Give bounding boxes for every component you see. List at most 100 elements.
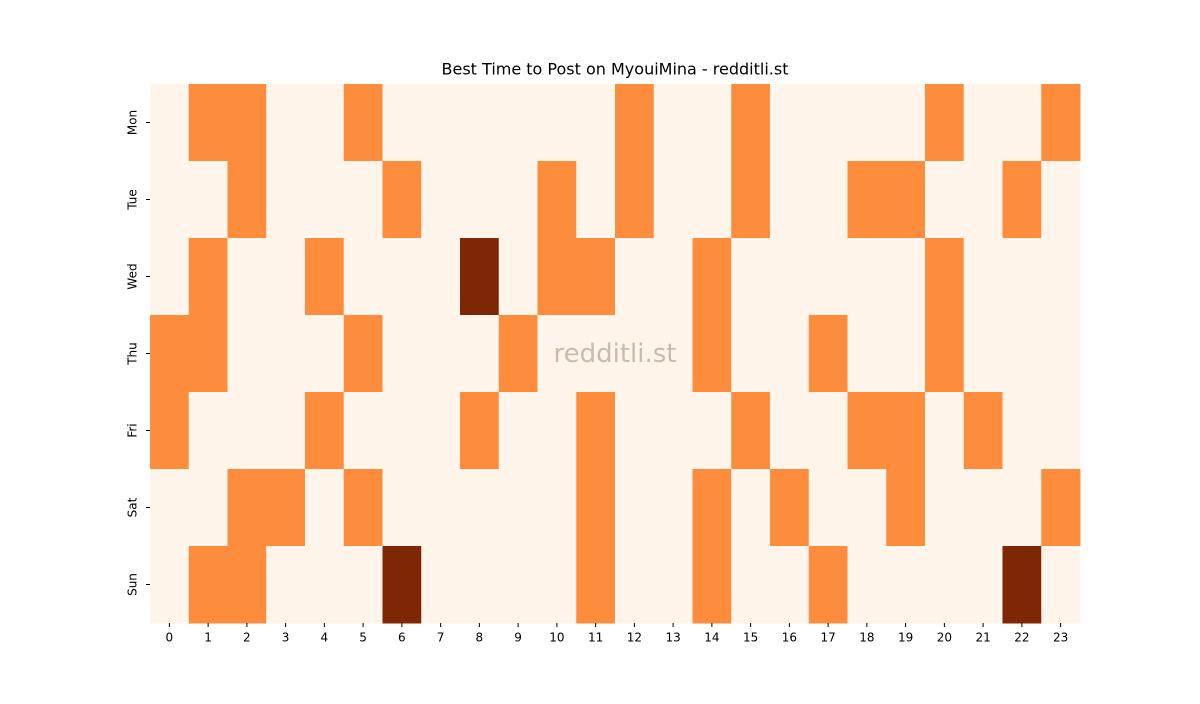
- heat-cell: [421, 546, 461, 624]
- heat-cell: [537, 84, 577, 162]
- heat-cell: [498, 84, 538, 162]
- heat-cell: [808, 161, 848, 239]
- heat-cell: [460, 238, 500, 316]
- heat-cell: [1041, 392, 1081, 470]
- heat-cell: [886, 546, 926, 624]
- heat-cell: [188, 315, 228, 393]
- x-tick-label: 18: [859, 631, 874, 645]
- y-tick-label: Tue: [126, 189, 140, 211]
- x-tick-label: 13: [665, 631, 680, 645]
- heat-cell: [227, 238, 267, 316]
- heat-cell: [266, 392, 306, 470]
- chart-title: Best Time to Post on MyouiMina - redditl…: [442, 60, 789, 79]
- heat-cell: [266, 546, 306, 624]
- heat-cell: [692, 84, 732, 162]
- heat-cell: [731, 238, 771, 316]
- heat-cell: [731, 546, 771, 624]
- heat-cell: [808, 238, 848, 316]
- heat-cell: [227, 469, 267, 547]
- heat-cell: [692, 315, 732, 393]
- heat-cell: [382, 315, 422, 393]
- heat-cell: [150, 315, 190, 393]
- heat-cell: [498, 238, 538, 316]
- heat-cell: [382, 238, 422, 316]
- heat-cell: [498, 392, 538, 470]
- heat-cell: [382, 161, 422, 239]
- heat-cell: [576, 84, 616, 162]
- x-tick-label: 20: [937, 631, 952, 645]
- heat-cell: [537, 315, 577, 393]
- heat-cell: [382, 469, 422, 547]
- heat-cell: [576, 546, 616, 624]
- heat-cell: [692, 469, 732, 547]
- heat-cell: [576, 315, 616, 393]
- heat-cell: [343, 238, 383, 316]
- heat-cell: [653, 315, 693, 393]
- heat-cell: [305, 84, 345, 162]
- heat-cell: [537, 238, 577, 316]
- heat-cell: [886, 161, 926, 239]
- heat-cell: [615, 546, 655, 624]
- heat-cell: [421, 392, 461, 470]
- heat-cell: [808, 392, 848, 470]
- heat-cell: [305, 546, 345, 624]
- heat-cell: [227, 315, 267, 393]
- x-tick-label: 23: [1053, 631, 1068, 645]
- heat-cell: [886, 84, 926, 162]
- heat-cell: [847, 469, 887, 547]
- heat-cell: [421, 238, 461, 316]
- heat-cell: [1002, 315, 1042, 393]
- heat-cell: [1041, 546, 1081, 624]
- heat-cell: [305, 161, 345, 239]
- y-tick-label: Mon: [126, 110, 140, 135]
- heat-cell: [227, 161, 267, 239]
- heat-cell: [1002, 392, 1042, 470]
- x-tick-label: 4: [321, 631, 329, 645]
- x-tick-label: 16: [782, 631, 797, 645]
- heat-cell: [653, 238, 693, 316]
- heat-cell: [692, 161, 732, 239]
- heat-cell: [770, 469, 810, 547]
- heat-cell: [460, 161, 500, 239]
- heat-cell: [963, 161, 1003, 239]
- heat-cell: [653, 546, 693, 624]
- heat-cell: [770, 546, 810, 624]
- x-tick-label: 11: [588, 631, 603, 645]
- heat-cell: [150, 238, 190, 316]
- heat-cell: [227, 392, 267, 470]
- heat-cell: [925, 392, 965, 470]
- heat-cell: [227, 84, 267, 162]
- heat-cell: [847, 84, 887, 162]
- heat-cell: [653, 161, 693, 239]
- x-tick-label: 9: [514, 631, 522, 645]
- heat-cell: [343, 161, 383, 239]
- heat-cell: [150, 469, 190, 547]
- heat-cell: [925, 315, 965, 393]
- heat-cell: [576, 392, 616, 470]
- heat-cell: [537, 469, 577, 547]
- heat-cell: [692, 238, 732, 316]
- heat-cell: [808, 84, 848, 162]
- heat-cell: [537, 161, 577, 239]
- heat-cell: [653, 84, 693, 162]
- heat-cell: [498, 315, 538, 393]
- heat-cell: [188, 161, 228, 239]
- x-tick-label: 21: [975, 631, 990, 645]
- heat-cell: [305, 238, 345, 316]
- heat-cell: [150, 84, 190, 162]
- y-tick-label: Thu: [126, 342, 140, 366]
- heat-cell: [808, 315, 848, 393]
- heat-cell: [498, 546, 538, 624]
- heat-cell: [382, 546, 422, 624]
- heat-cell: [847, 315, 887, 393]
- heat-cell: [150, 546, 190, 624]
- x-tick-label: 1: [204, 631, 212, 645]
- y-tick-label: Sat: [126, 497, 140, 517]
- heat-cell: [847, 546, 887, 624]
- heat-cell: [615, 84, 655, 162]
- heat-cell: [343, 84, 383, 162]
- x-tick-label: 7: [437, 631, 445, 645]
- heat-cell: [460, 469, 500, 547]
- heat-cell: [537, 546, 577, 624]
